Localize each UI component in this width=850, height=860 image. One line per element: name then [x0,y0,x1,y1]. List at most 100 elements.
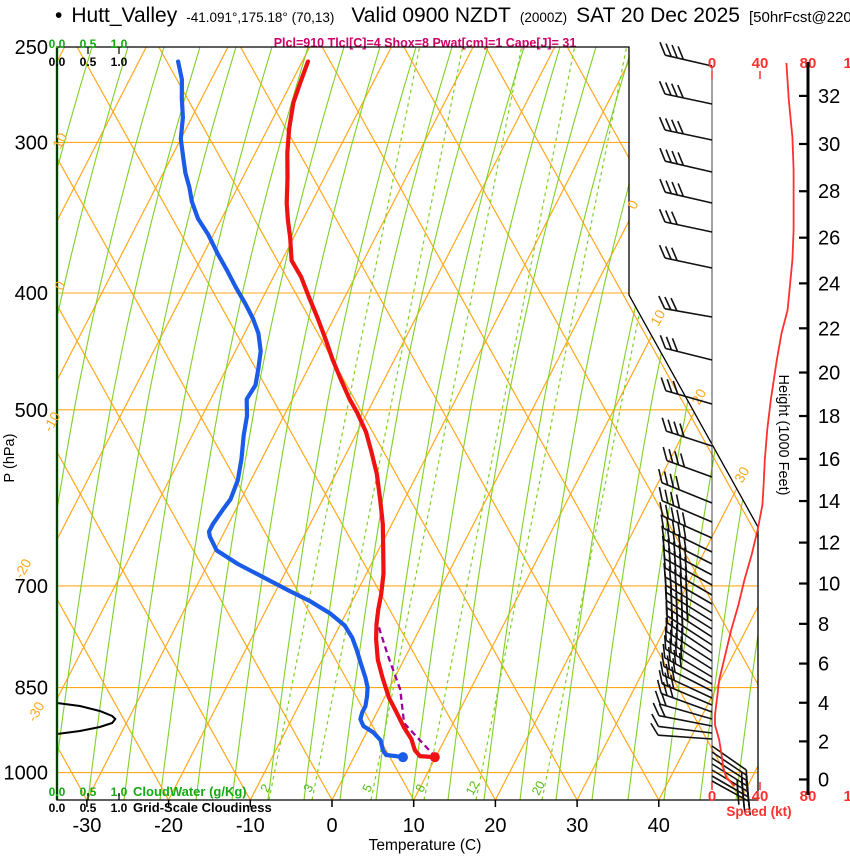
dry-adiabat-line [485,47,758,800]
pressure-tick-label: 250 [15,37,48,59]
mixing-ratio-label: 2 [258,782,274,795]
height-tick-label: 10 [818,574,840,596]
temperature-tick-label: 0 [326,815,337,837]
wind-barb [658,487,713,523]
temperature-tick-label: 10 [403,815,425,837]
temperature-tick-label: -30 [72,815,101,837]
wind-barb [656,679,713,713]
temperature-tick-label: 40 [648,815,670,837]
isotherm-line [494,47,758,800]
wind-barb [658,80,713,105]
wind-barb [661,525,713,565]
wind-barb [665,617,713,662]
cloudwater-scale-top: 1.0 [111,37,128,51]
moist-adiabat-line [57,47,129,800]
temperature-curve [284,59,437,760]
moist-adiabat-line [303,47,453,800]
surface-temperature-dot [429,752,440,763]
temperature-tick-label: 30 [566,815,588,837]
speed-axis-title: Speed (kt) [726,804,791,819]
isotherm-label: 10 [647,307,669,329]
wind-barb [660,514,713,553]
height-tick-label: 20 [818,363,840,385]
moist-adiabat-line [699,47,758,800]
cloudiness-scale-bottom: 0.5 [80,801,97,815]
wind-barb [659,41,713,67]
wind-barb [651,713,713,734]
isotherm-line [249,47,637,800]
wind-barb [659,178,713,204]
valid-time: Valid 0900 NZDT [351,4,511,27]
height-tick-label: 4 [818,693,829,715]
mixing-ratio-line [475,47,628,800]
mixing-ratio-line [423,47,576,800]
dry-adiabat-line [76,47,496,800]
pressure-tick-label: 1000 [4,763,49,785]
height-tick-label: 18 [818,406,840,428]
pressure-tick-label: 300 [15,132,48,154]
moist-adiabat-line [195,47,345,800]
mixing-ratio-label: 3 [301,782,317,795]
wind-barb [658,244,713,269]
cloudiness-scale-bottom: 0.0 [49,801,66,815]
cloudwater-scale-bottom: 1.0 [111,785,128,799]
pressure-axis: 250 300 400 500 700 850 1000 P (hPa) [2,37,48,785]
dry-adiabat-label: 0 [51,278,69,293]
wind-barb [659,335,713,361]
height-tick-label: 6 [818,654,829,676]
moist-adiabat-line [483,47,633,800]
wind-barb [664,626,713,670]
cloudiness-scale-top: 1.0 [111,55,128,69]
temperature-tick-label: -10 [236,815,265,837]
height-tick-label: 30 [818,134,840,156]
speed-axis-label-top: 40 [752,55,769,72]
dry-adiabat-line [57,47,251,800]
height-tick-label: 26 [818,228,840,250]
valid-zulu: (2000Z) [519,10,568,25]
dry-adiabat-line [239,47,660,800]
station-name: Hutt_Valley [71,4,178,27]
isotherm-label: 20 [688,386,710,408]
isotherm-line [658,47,758,800]
wind-barb [666,608,713,654]
temperature-axis-title: Temperature (C) [369,837,482,854]
mixing-ratio-label: 12 [463,779,482,798]
height-tick-label: 22 [818,318,840,340]
wind-barb [654,690,713,720]
wind-barb [662,446,713,478]
mixing-ratio-label: 8 [413,782,429,795]
moist-adiabat-line [57,47,165,800]
cloud-scales: 0.0 0.0 0.0 0.0 0.5 0.5 0.5 0.5 1.0 1.0 1.0 1.0 Clou… [49,37,272,815]
height-tick-label: 28 [818,181,840,203]
isotherm-line [57,47,392,800]
isotherm-line [57,47,311,800]
mixing-ratio-line [311,47,464,800]
dry-adiabat-line [57,47,415,800]
temperature-tick-label: 20 [484,815,506,837]
height-tick-label: 2 [818,731,829,753]
wind-barb [650,722,713,740]
moist-adiabat-line [447,47,597,800]
wind-barb [660,377,713,405]
isotherm-label: 0 [624,197,642,212]
moist-adiabat-line [375,47,525,800]
height-tick-label: 14 [818,491,840,513]
speed-axis-label-bottom: 120 [843,788,850,805]
mixing-ratio-line [268,47,421,800]
temperature-tick-label: -20 [154,815,183,837]
height-tick-label: 32 [818,86,840,108]
sounding-curves [176,59,440,763]
surface-dewpoint-dot [397,752,408,763]
mixing-ratio-line [370,47,523,800]
wind-barbs [650,41,751,816]
mixing-ratio-label: 5 [360,782,376,795]
station-coords: -41.091°,175.18° (70,13) [186,10,335,25]
speed-axis-label-bottom: 0 [708,788,716,805]
moist-adiabat-line [123,47,273,800]
wind-barb [652,702,713,727]
cloudwater-scale-bottom: 0.0 [49,785,66,799]
cloudwater-scale-title: CloudWater (g/Kg) [133,784,247,799]
